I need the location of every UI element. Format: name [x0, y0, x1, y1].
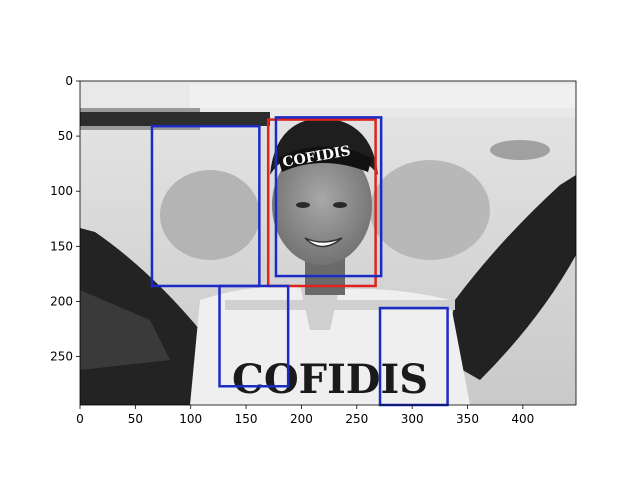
- y-tick-label-1: 50: [58, 129, 73, 143]
- detection-box-2: [150, 124, 261, 288]
- x-tick-label-2: 100: [179, 412, 202, 426]
- x-tick-label-0: 0: [76, 412, 84, 426]
- jersey-text: COFIDIS: [232, 356, 428, 403]
- x-tick-label-4: 200: [290, 412, 313, 426]
- detection-boxes: [150, 116, 449, 407]
- plot-frame: [79, 80, 577, 406]
- x-tick-label-1: 50: [128, 412, 143, 426]
- detection-box-0: [266, 118, 377, 288]
- y-tick-label-0: 0: [65, 74, 73, 88]
- detection-box-1: [274, 116, 383, 278]
- x-tick-label-6: 300: [401, 412, 424, 426]
- detection-box-3: [218, 284, 290, 388]
- photo-image: COFIDIS COFIDIS: [80, 81, 576, 405]
- x-tick-label-8: 400: [511, 412, 534, 426]
- y-axis: 0 50 100 150 200 250: [50, 74, 80, 364]
- y-tick-label-2: 100: [50, 184, 73, 198]
- y-tick-label-3: 150: [50, 239, 73, 253]
- x-tick-label-3: 150: [235, 412, 258, 426]
- x-tick-label-5: 250: [345, 412, 368, 426]
- y-tick-label-5: 250: [50, 350, 73, 364]
- x-tick-label-7: 350: [456, 412, 479, 426]
- y-tick-label-4: 200: [50, 294, 73, 308]
- x-axis: 0 50 100 150 200 250 300 350 400: [76, 405, 534, 426]
